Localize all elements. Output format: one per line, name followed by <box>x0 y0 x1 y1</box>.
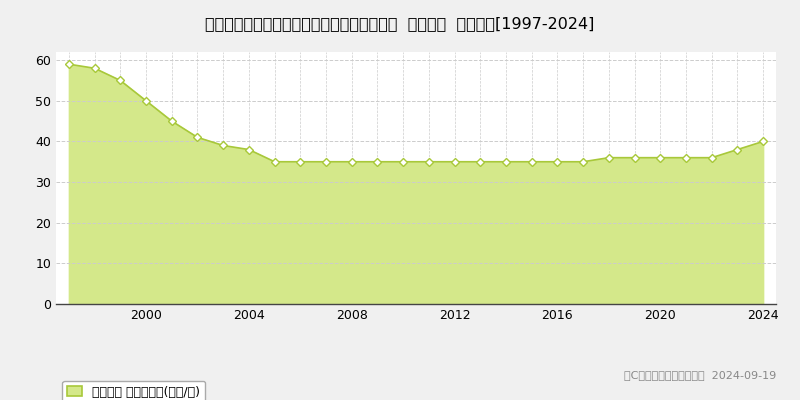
Text: （C）土地価格ドットコム  2024-09-19: （C）土地価格ドットコム 2024-09-19 <box>624 370 776 380</box>
Text: 千葉県佐倉市ユーカリが丘２丁目２３番１４  基準地価  地価推移[1997-2024]: 千葉県佐倉市ユーカリが丘２丁目２３番１４ 基準地価 地価推移[1997-2024… <box>206 16 594 31</box>
Legend: 基準地価 平均坪単価(万円/坪): 基準地価 平均坪単価(万円/坪) <box>62 380 206 400</box>
